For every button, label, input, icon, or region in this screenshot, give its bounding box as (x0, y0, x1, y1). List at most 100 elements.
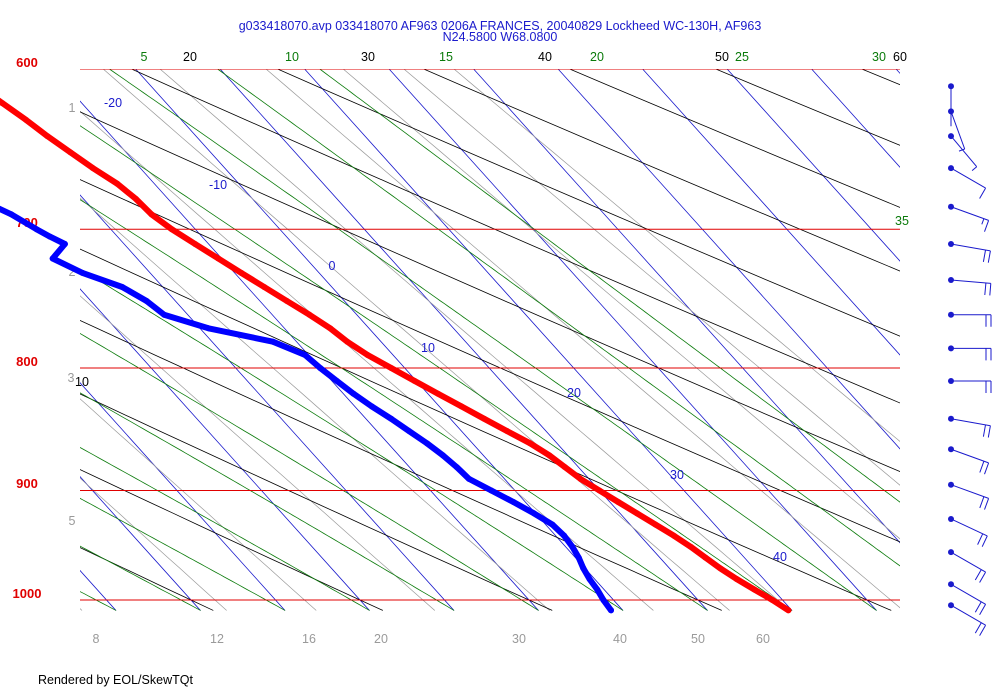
wind-barb-staff (950, 206, 989, 221)
isotherm-label: 30 (670, 468, 684, 482)
temperature-point (652, 521, 659, 528)
dewpoint-point (8, 211, 15, 218)
dewpoint-point (49, 255, 56, 262)
temperature-point (67, 149, 74, 156)
profile-series (0, 97, 792, 614)
mixing-ratio-line (342, 69, 900, 540)
dewpoint-point (594, 586, 601, 593)
dry-adiabat-line (131, 69, 900, 404)
dewpoint-point (423, 440, 430, 447)
dewpoint-point (453, 464, 460, 471)
isotherm-label: 40 (773, 550, 787, 564)
temperature-series (0, 97, 792, 614)
temperature-point (458, 403, 465, 410)
moist-adiabat-label: 10 (285, 50, 299, 64)
isotherm-label: -20 (104, 96, 122, 110)
moist-adiabat-label: 35 (895, 214, 909, 228)
wind-barb (948, 481, 990, 510)
background-grid (0, 69, 900, 611)
moist-adiabat-line (319, 69, 900, 503)
dry-adiabat-line (861, 69, 900, 86)
dry-adiabat-line (569, 69, 900, 208)
wind-barb-station (948, 345, 954, 352)
isotherm-line (642, 69, 900, 356)
wind-barb-station (948, 581, 954, 588)
moist-adiabat-line (80, 545, 201, 611)
temperature-point (114, 180, 121, 187)
moist-adiabat-label: 5 (141, 50, 148, 64)
dewpoint-point (350, 390, 357, 397)
dry-adiabat-line (423, 69, 900, 272)
wind-barb (948, 446, 990, 475)
wind-barb (948, 203, 990, 232)
temperature-point (561, 464, 568, 471)
wind-barb (948, 415, 991, 438)
dry-adiabat-label: 20 (183, 50, 197, 64)
wind-barb-staff (950, 484, 989, 499)
temperature-point (261, 284, 268, 290)
isotherm-line (135, 69, 624, 611)
height-label: 5 (69, 514, 76, 528)
wind-barb-station (948, 241, 954, 247)
temperature-point (148, 211, 155, 218)
dry-adiabat-label: 30 (361, 50, 375, 64)
dewpoint-point (388, 415, 395, 422)
wind-barb-flag (979, 624, 987, 636)
isotherm-line (811, 69, 900, 168)
wind-barb-flag (987, 425, 991, 438)
mixing-ratio-line (403, 69, 900, 486)
wind-barb-flag (979, 496, 985, 509)
isotherm-line (80, 569, 117, 611)
dewpoint-point (302, 352, 309, 358)
temperature-point (411, 378, 418, 384)
wind-barb-flag (984, 220, 990, 232)
wind-barb-station (948, 277, 954, 283)
dry-adiabat-line (80, 393, 553, 611)
isotherm-line (219, 69, 708, 611)
temperature-point (388, 365, 395, 371)
wind-barb-station (948, 108, 954, 115)
temperature-point (435, 390, 441, 397)
mixing-ratio-label: 40 (613, 632, 627, 646)
dry-adiabat-line (80, 319, 722, 611)
temperature-point (364, 352, 371, 358)
mixing-ratio-line (80, 197, 550, 611)
temperature-point (0, 100, 6, 107)
wind-barb (948, 549, 987, 583)
dry-adiabat-line (80, 248, 892, 611)
wind-barb-station (948, 133, 954, 140)
wind-barb-flag (989, 283, 992, 296)
wind-barb-station (948, 602, 954, 609)
dry-adiabat-line (277, 69, 900, 337)
temperature-point (327, 325, 334, 332)
dewpoint-point (46, 233, 53, 240)
temperature-point (687, 543, 694, 550)
wind-barb-station (948, 165, 954, 172)
temperature-point (717, 565, 724, 572)
temperature-point (526, 440, 533, 447)
isotherm-line (304, 69, 793, 611)
wind-barb (948, 602, 987, 636)
moist-adiabat-line (0, 69, 31, 610)
height-label: 2 (69, 265, 76, 279)
dewpoint-point (608, 607, 614, 614)
moist-adiabat-line (80, 497, 286, 611)
dewpoint-point (530, 510, 537, 517)
temperature-point (283, 298, 290, 304)
wind-barb-station (948, 203, 954, 210)
wind-barb-flag (987, 250, 991, 263)
isotherm-line (557, 69, 900, 450)
temperature-point (481, 415, 488, 422)
wind-barb-staff (950, 583, 986, 605)
dewpoint-point (61, 241, 68, 247)
wind-barb-staff (950, 551, 986, 573)
temperature-point (168, 226, 175, 233)
wind-barb-staff (950, 604, 986, 626)
pressure-label: 800 (16, 354, 38, 369)
pressure-label: 600 (16, 55, 38, 70)
mixing-ratio-label: 12 (210, 632, 224, 646)
isotherm-line (388, 69, 877, 611)
moist-adiabat-label: 15 (439, 50, 453, 64)
moist-adiabat-line (80, 199, 708, 611)
dewpoint-point (439, 452, 446, 459)
